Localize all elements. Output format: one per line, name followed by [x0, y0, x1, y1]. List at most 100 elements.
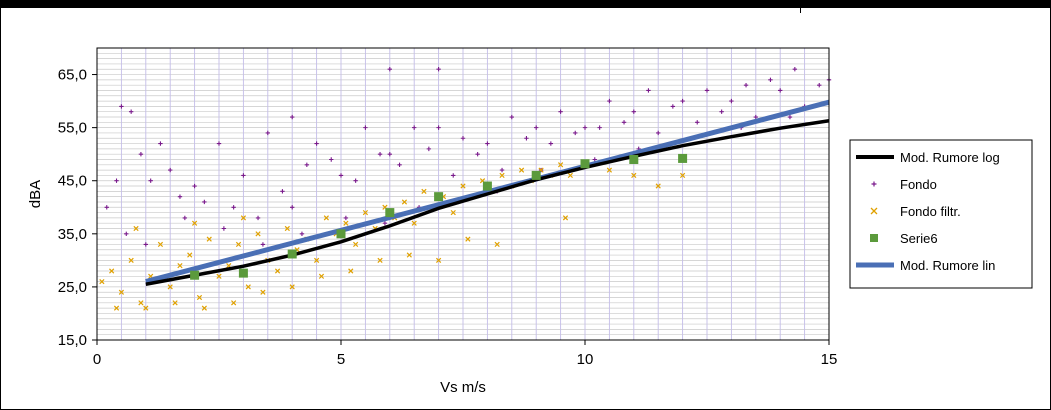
fondo-filtr-point: [499, 172, 505, 179]
serie6-point: [434, 192, 444, 202]
fondo-point: [436, 67, 441, 72]
fondo-point: [255, 215, 261, 221]
fondo-filtr-point: [348, 268, 354, 274]
serie6-point: [385, 208, 395, 218]
fondo-filtr-point: [245, 284, 251, 290]
serie6-point: [190, 270, 200, 280]
fondo-point: [548, 141, 554, 146]
fondo-point: [582, 125, 588, 130]
fondo-filtr-point: [255, 231, 261, 237]
y-tick-label: 35,0: [58, 226, 87, 243]
fondo-point: [426, 146, 432, 152]
series-serie6: [190, 153, 688, 280]
fondo-point: [290, 114, 295, 120]
fondo-filtr-point: [284, 225, 290, 232]
fondo-point: [475, 151, 480, 157]
fondo-point: [202, 199, 207, 205]
serie6-point: [336, 229, 346, 239]
fondo-point: [314, 141, 319, 146]
fondo-point: [119, 104, 124, 109]
fondo-filtr-point: [318, 273, 325, 279]
fondo-point: [607, 98, 612, 104]
fondo-point: [558, 109, 563, 114]
fondo-point: [363, 125, 368, 130]
fondo-filtr-point: [216, 273, 222, 279]
fondo-point: [387, 151, 392, 157]
fondo-point: [460, 136, 466, 141]
fondo-point: [597, 125, 602, 130]
fondo-filtr-point: [655, 183, 661, 189]
fondo-point: [436, 125, 441, 130]
fondo-filtr-point: [401, 199, 408, 205]
y-axis-title: dBA: [27, 180, 44, 208]
legend-label: Fondo: [900, 177, 937, 192]
fondo-point: [729, 98, 734, 104]
x-axis-title: Vs m/s: [440, 379, 486, 396]
y-tick-label: 45,0: [58, 173, 87, 190]
fondo-filtr-point: [421, 188, 427, 194]
legend-label: Serie6: [900, 231, 938, 246]
fondo-point: [621, 120, 627, 125]
fondo-point: [343, 215, 349, 221]
fondo-point: [265, 130, 270, 136]
legend-x-swatch: [870, 207, 878, 215]
fondo-point: [753, 114, 758, 120]
serie6-point: [531, 170, 541, 180]
plot-border: [96, 47, 830, 341]
series-fondo: [104, 67, 832, 247]
fondo-filtr-point: [313, 257, 320, 263]
fondo-filtr-point: [353, 241, 359, 248]
fondo-filtr-point: [323, 215, 329, 221]
legend-label: Fondo filtr.: [900, 204, 961, 219]
fondo-point: [177, 194, 183, 199]
top-border: [0, 0, 1051, 8]
fondo-point: [778, 88, 783, 93]
fondo-point: [128, 109, 134, 114]
fondo-point: [290, 205, 295, 210]
serie6-point: [678, 153, 688, 163]
mod-rumore-log-line: [145, 119, 830, 286]
fondo-point: [329, 157, 334, 162]
fondo-filtr-point: [289, 284, 295, 290]
fondo-point: [768, 77, 773, 83]
serie6-point: [238, 268, 248, 278]
fondo-filtr-point: [450, 209, 456, 216]
fondo-point: [304, 162, 310, 167]
fondo-filtr-point: [191, 220, 198, 226]
fondo-filtr-point: [274, 268, 281, 274]
model-lines: [145, 99, 830, 286]
fondo-point: [719, 109, 724, 114]
fondo-filtr-point: [411, 220, 417, 226]
fondo-filtr-point: [231, 300, 237, 306]
fondo-filtr-point: [187, 252, 193, 258]
fondo-filtr-point: [109, 268, 115, 274]
x-tick-label: 10: [577, 351, 594, 368]
fondo-point: [670, 104, 676, 109]
top-border-tick: [800, 8, 801, 13]
fondo-point: [124, 231, 129, 237]
fondo-point: [280, 189, 285, 194]
fondo-filtr-point: [167, 284, 173, 290]
fondo-point: [104, 205, 109, 210]
fondo-point: [695, 120, 700, 125]
fondo-point: [817, 82, 822, 88]
serie6-point: [287, 249, 297, 259]
fondo-filtr-point: [494, 241, 500, 248]
fondo-point: [656, 130, 661, 136]
serie6-point: [482, 181, 492, 191]
fondo-filtr-point: [201, 305, 207, 311]
fondo-point: [182, 215, 188, 221]
fondo-point: [382, 221, 388, 226]
y-tick-label: 25,0: [58, 279, 87, 296]
fondo-filtr-point: [113, 305, 120, 311]
legend-square-swatch: [870, 234, 878, 242]
fondo-filtr-point: [567, 172, 573, 179]
fondo-filtr-point: [679, 172, 686, 179]
fondo-point: [260, 242, 266, 247]
fondo-filtr-point: [343, 220, 349, 226]
legend-label: Mod. Rumore log: [900, 150, 1000, 165]
fondo-point: [792, 67, 798, 72]
legend: Mod. Rumore log Fondo Fondo filtr. Serie6 Mo…: [849, 139, 1033, 289]
mod-rumore-lin-line: [145, 99, 830, 285]
